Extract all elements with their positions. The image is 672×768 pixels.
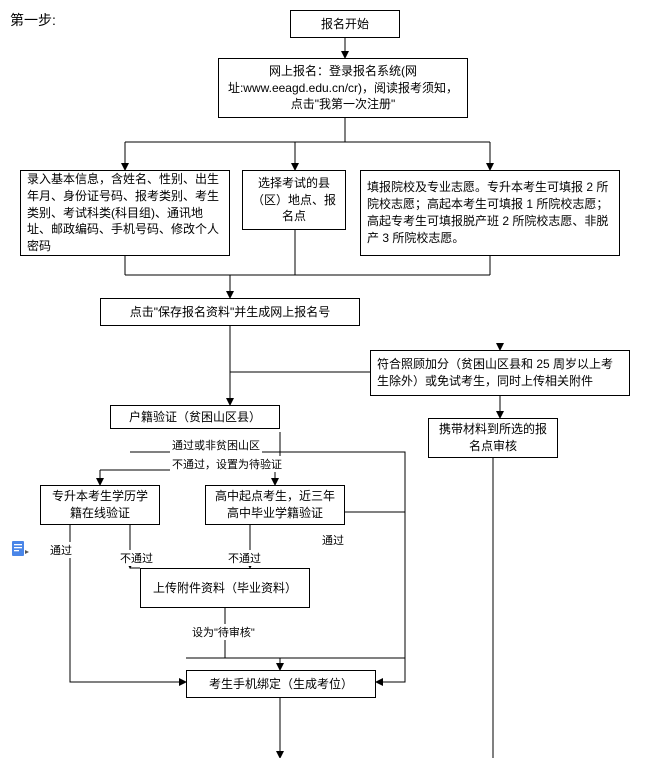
document-icon[interactable]	[10, 540, 30, 563]
node-select-exam-site: 选择考试的县（区）地点、报名点	[242, 170, 346, 230]
node-zsb-verify: 专升本考生学历学籍在线验证	[40, 485, 160, 525]
label-fail-right: 不通过	[226, 550, 263, 566]
label-pass-right: 通过	[320, 532, 346, 548]
node-bonus-upload: 符合照顾加分（贫困山区县和 25 周岁以上考生除外）或免试考生，同时上传相关附件	[370, 350, 630, 396]
node-save-generate-id: 点击"保存报名资料"并生成网上报名号	[100, 298, 360, 326]
node-fill-preferences: 填报院校及专业志愿。专升本考生可填报 2 所院校志愿；高起本考生可填报 1 所院…	[360, 170, 620, 256]
node-phone-bind: 考生手机绑定（生成考位）	[186, 670, 376, 698]
label-fail-left: 不通过	[118, 550, 155, 566]
node-start: 报名开始	[290, 10, 400, 38]
node-upload-attachments: 上传附件资料（毕业资料）	[140, 568, 310, 608]
step-label: 第一步:	[10, 10, 56, 30]
node-gz-verify: 高中起点考生，近三年高中毕业学籍验证	[205, 485, 345, 525]
label-set-pending: 设为"待审核"	[190, 624, 257, 640]
flowchart-canvas: 第一步:	[10, 10, 662, 758]
node-bring-materials: 携带材料到所选的报名点审核	[428, 418, 558, 458]
label-pass-or-notpoor: 通过或非贫困山区	[170, 437, 262, 453]
node-online-register: 网上报名：登录报名系统(网址:www.eeagd.edu.cn/cr)，阅读报考…	[218, 58, 468, 118]
node-huji-verify: 户籍验证（贫困山区县）	[110, 405, 280, 429]
label-fail-set-pending: 不通过，设置为待验证	[170, 456, 284, 472]
label-pass-left: 通过	[48, 542, 74, 558]
node-enter-basic-info: 录入基本信息，含姓名、性别、出生年月、身份证号码、报考类别、考生类别、考试科类(…	[20, 170, 230, 256]
